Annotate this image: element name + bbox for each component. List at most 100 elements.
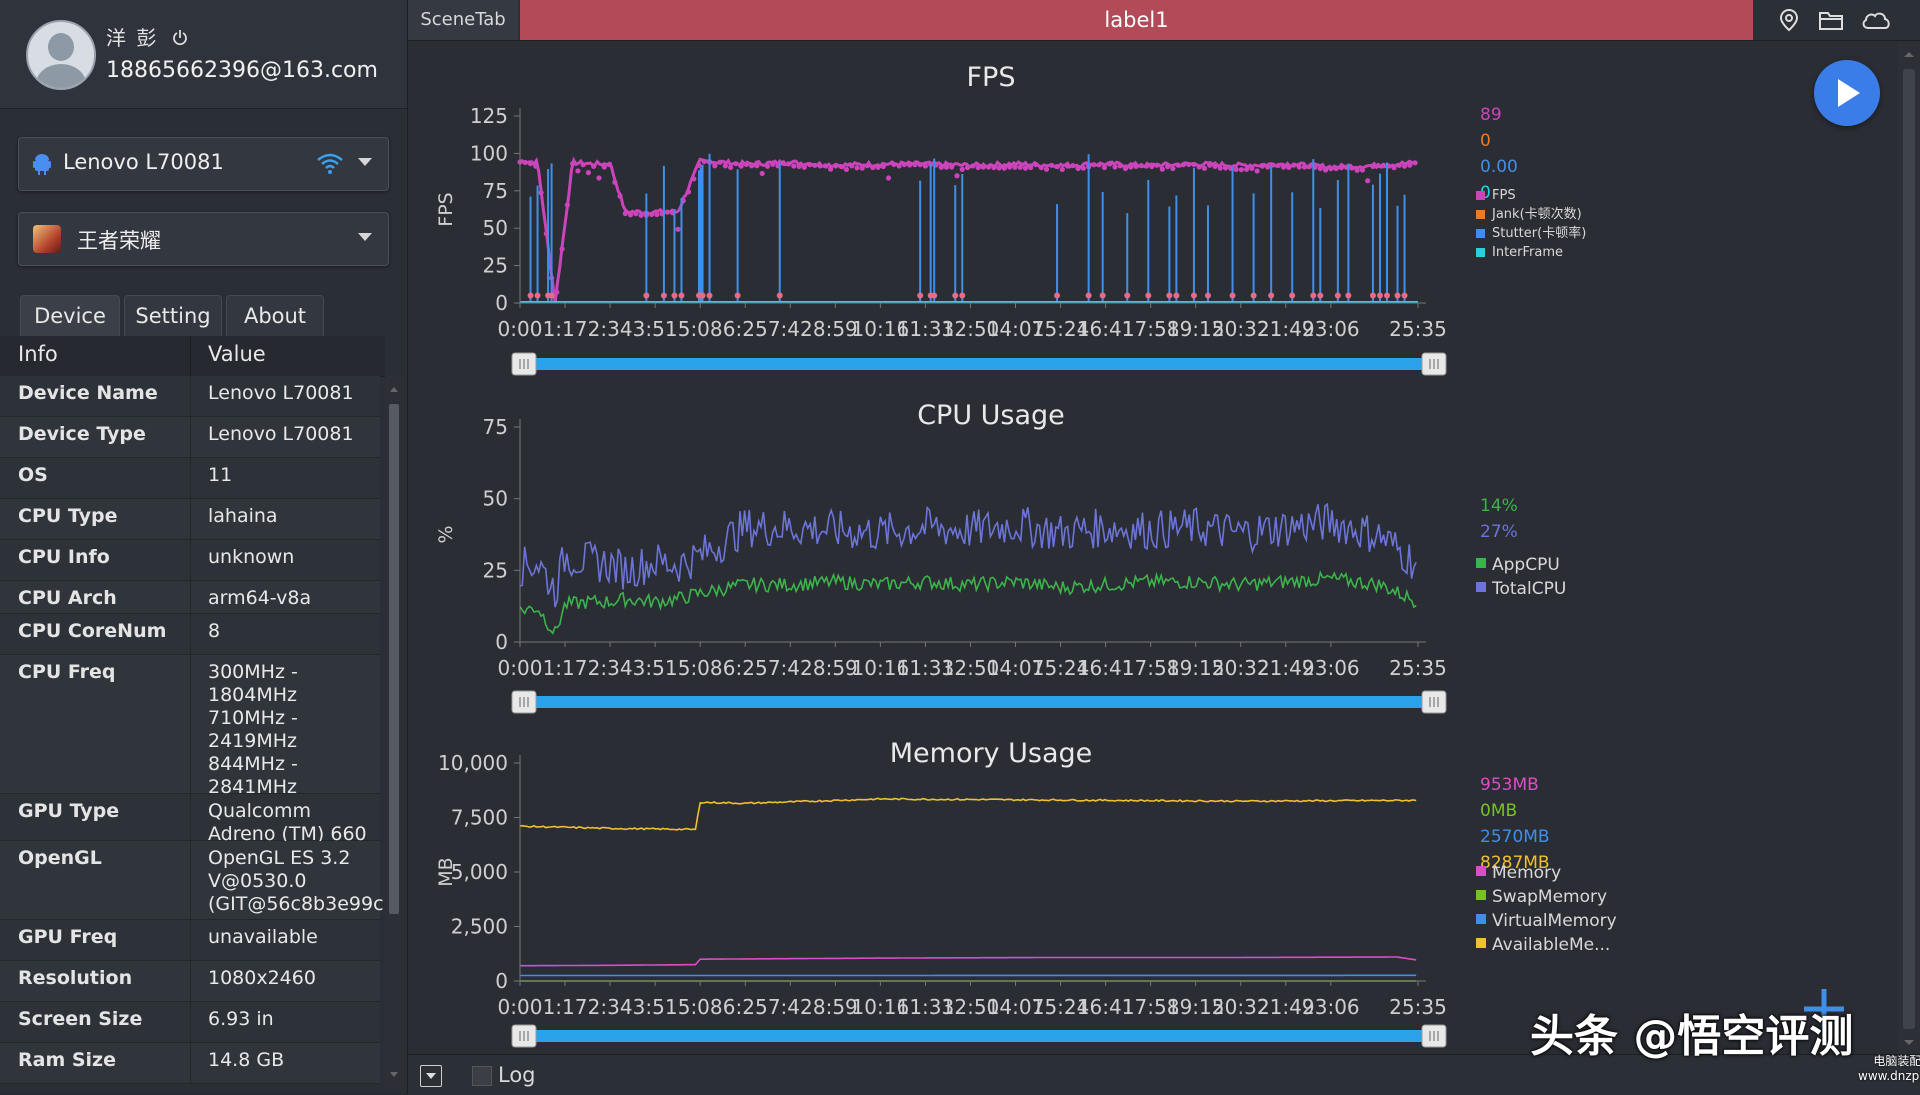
fps-point [781,160,786,165]
fps-point [923,163,928,168]
fps-point [791,163,796,168]
fps-point [981,165,986,170]
fps-point [1281,165,1286,170]
fps-point [1076,166,1081,171]
jank-point [735,293,741,299]
legend-label: Memory [1492,863,1561,883]
fps-point [1360,167,1365,172]
y-tick-label: 25 [483,558,508,582]
series-line-fps [520,159,1416,303]
tab-setting[interactable]: Setting [124,295,222,336]
fps-point [970,163,975,168]
scroll-down-icon[interactable] [386,1068,402,1082]
fps-point [1123,166,1128,171]
sidebar-scrollbar[interactable] [386,376,402,1088]
device-select-value: Lenovo L70081 [63,150,224,174]
fps-point [633,211,638,216]
play-button[interactable] [1814,60,1880,126]
fps-point [965,165,970,170]
jank-point [1054,293,1060,299]
fps-point [749,163,754,168]
y-tick-label: 75 [483,179,508,203]
row-value: Qualcomm Adreno (TM) 660 [208,800,367,846]
legend-label: TotalCPU [1491,579,1566,599]
log-checkbox[interactable] [472,1066,492,1086]
legend-swatch [1476,866,1486,876]
jank-point [1345,293,1351,299]
x-tick-label: 2:34 [588,995,633,1019]
label-tab[interactable]: label1 [520,0,1753,40]
power-icon[interactable] [171,29,189,47]
scrollbar-thumb[interactable] [1903,69,1915,1029]
fps-point [954,173,959,178]
avatar[interactable] [26,20,96,90]
expand-log-button[interactable] [420,1065,442,1087]
cloud-icon[interactable] [1860,8,1892,32]
fps-point [1133,164,1138,169]
fps-point [723,163,728,168]
fps-point [1097,162,1102,167]
fps-point [1107,161,1112,166]
tab-about[interactable]: About [226,295,324,336]
range-slider-track[interactable] [524,696,1430,708]
jank-point [1402,293,1408,299]
fps-point [1176,163,1181,168]
current-value: 953MB [1480,775,1539,795]
fps-point [1207,163,1212,168]
jank-point [952,293,958,299]
x-tick-label: 5:08 [678,317,723,341]
location-pin-icon[interactable] [1776,8,1802,32]
app-select[interactable]: 王者荣耀 [18,212,389,266]
fps-point [565,202,570,207]
fps-point [960,167,965,172]
folder-icon[interactable] [1818,8,1844,32]
fps-point [528,161,533,166]
fps-point [1291,162,1296,167]
jank-point [1124,293,1130,299]
jank-point [1377,293,1383,299]
fps-point [1202,166,1207,171]
device-select[interactable]: Lenovo L70081 [18,137,389,191]
row-key: GPU Type [18,800,119,822]
y-tick-label: 5,000 [451,860,508,884]
range-slider-track[interactable] [524,1030,1430,1042]
fps-point [612,180,617,185]
current-value: 14% [1480,496,1518,516]
fps-point [765,164,770,169]
jank-point [671,293,677,299]
scrollbar-thumb[interactable] [389,404,399,914]
scroll-up-icon[interactable] [386,382,402,396]
range-slider-track[interactable] [524,358,1430,370]
fps-point [986,164,991,169]
row-value: unavailable [208,926,318,949]
jank-point [959,293,965,299]
fps-point [1255,168,1260,173]
legend-label: SwapMemory [1492,887,1607,907]
charts-scrollbar[interactable] [1898,41,1920,1054]
jank-point [1086,293,1092,299]
fps-point [1060,167,1065,172]
jank-point [1251,293,1257,299]
scroll-up-icon[interactable] [1898,47,1920,61]
scene-tab[interactable]: SceneTab [408,0,518,40]
chart-title: CPU Usage [917,400,1065,431]
jank-point [1268,293,1274,299]
fps-point [712,163,717,168]
scroll-down-icon[interactable] [1898,1036,1920,1050]
x-tick-label: 2:34 [588,656,633,680]
row-key: OpenGL [18,847,102,869]
fps-point [586,170,591,175]
tab-device[interactable]: Device [20,295,120,336]
fps-point [865,163,870,168]
fps-point [1402,164,1407,169]
y-tick-label: 25 [483,254,508,278]
fps-point [1349,165,1354,170]
fps-point [1412,160,1417,165]
current-value: 0.00 [1480,157,1518,177]
fps-point [754,163,759,168]
fps-point [1212,164,1217,169]
x-tick-label: 25:35 [1389,656,1447,680]
y-tick-label: 0 [495,291,508,315]
fps-point [860,166,865,171]
